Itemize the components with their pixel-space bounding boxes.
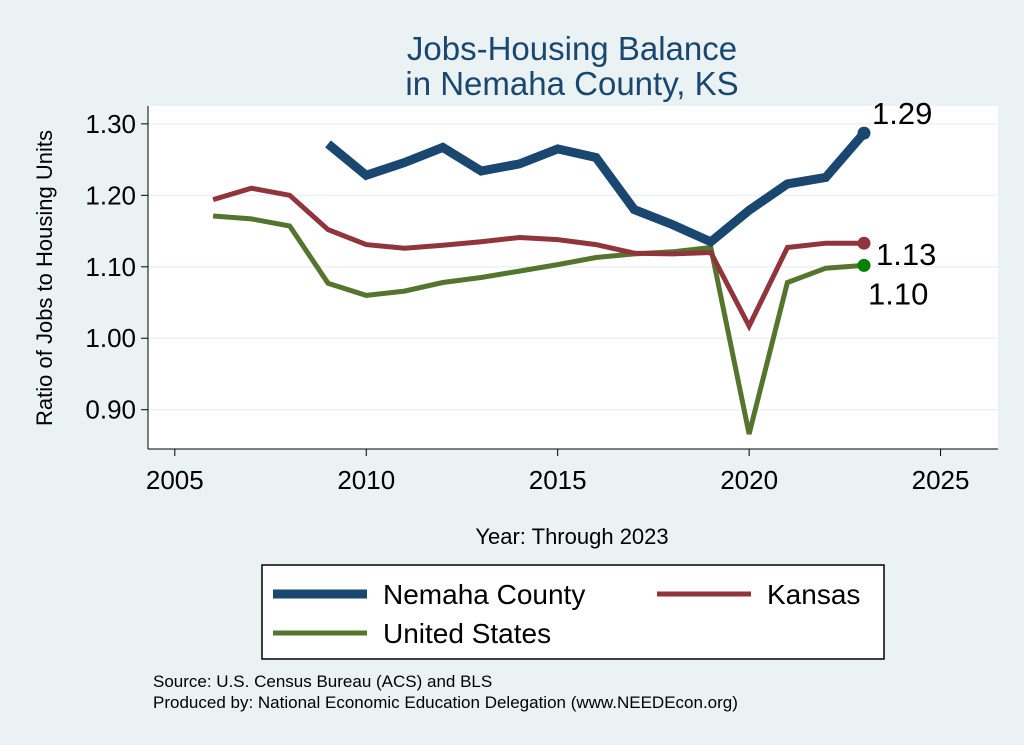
x-tick-label: 2015 [529,465,587,495]
x-tick-label: 2010 [337,465,395,495]
x-tick-label: 2025 [912,465,970,495]
legend-label-kansas: Kansas [767,579,860,610]
series-line-nemaha-county [325,130,868,248]
chart-title-line-1: Jobs-Housing Balance [407,30,737,67]
y-axis-title: Ratio of Jobs to Housing Units [32,130,57,426]
end-label-kansas: 1.13 [876,237,936,272]
y-tick-label: 0.90 [85,395,136,425]
producer-note: Produced by: National Economic Education… [153,693,738,712]
y-tick-label: 1.10 [85,252,136,282]
end-marker-nemaha-county [857,126,871,140]
y-tick-label: 1.20 [85,180,136,210]
legend: Nemaha County Kansas United States [261,564,885,660]
chart-title-line-2: in Nemaha County, KS [405,65,738,102]
legend-box [261,564,885,660]
end-label-nemaha-county: 1.29 [872,96,932,131]
source-note: Source: U.S. Census Bureau (ACS) and BLS [153,672,492,691]
legend-label-united-states: United States [383,618,551,649]
legend-label-nemaha-county: Nemaha County [383,579,585,610]
series-line-kansas [212,185,864,332]
y-tick-label: 1.00 [85,323,136,353]
end-marker-united-states [857,258,871,272]
end-label-united-states: 1.10 [868,276,928,311]
y-tick-label: 1.30 [85,109,136,139]
end-marker-kansas [857,236,871,250]
x-axis-title: Year: Through 2023 [475,524,668,549]
plot-area [148,106,998,449]
x-tick-label: 2005 [146,465,204,495]
x-tick-label: 2020 [720,465,778,495]
series-line-united-states [212,213,865,435]
